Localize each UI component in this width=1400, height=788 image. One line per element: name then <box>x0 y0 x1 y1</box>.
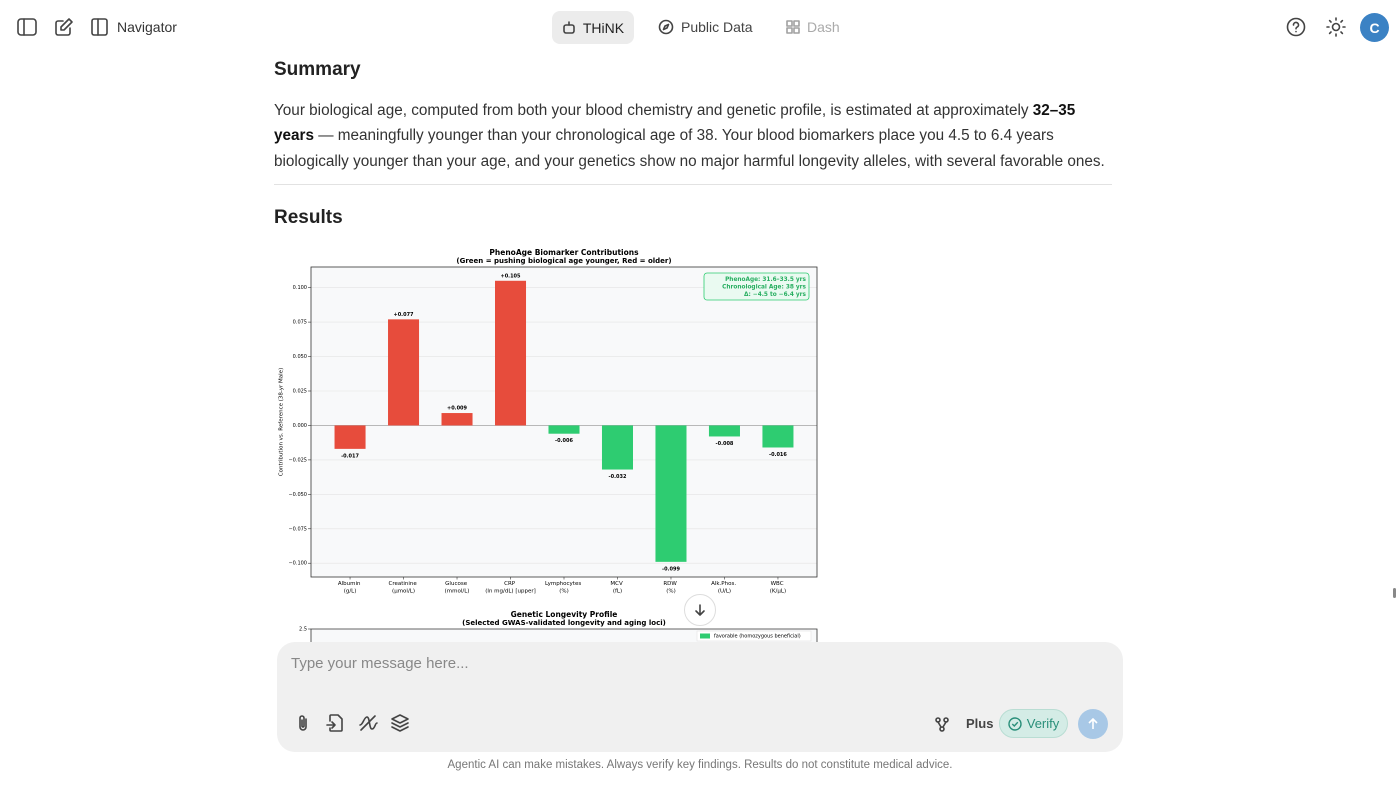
y-tick-label: −0.025 <box>288 457 307 463</box>
annotation-box: PhenoAge: 31.6–33.5 yrs Chronological Age… <box>703 272 810 301</box>
x-tick-label: Albumin (g/L) <box>338 581 362 595</box>
y-tick-label: −0.100 <box>288 561 307 567</box>
value-label: -0.008 <box>716 441 734 447</box>
avatar-initial: C <box>1369 19 1380 36</box>
y-tick-label: −0.050 <box>288 492 307 498</box>
bar <box>655 425 687 562</box>
y-tick-label: −0.075 <box>288 526 307 532</box>
chart-title: Genetic Longevity Profile <box>511 610 618 619</box>
conversation: Summary Your biological age, computed fr… <box>0 54 1390 642</box>
legend-frame <box>696 630 812 642</box>
value-label: -0.032 <box>609 474 627 480</box>
bar <box>334 425 366 449</box>
bar <box>601 425 634 470</box>
model-button[interactable] <box>934 716 950 732</box>
x-tick-label: RDW (%) <box>663 581 678 595</box>
legend: favorable (homozygous beneficial) <box>696 630 812 642</box>
scrollbar-thumb[interactable] <box>1393 588 1396 598</box>
value-label: +0.105 <box>501 273 522 279</box>
plot-area <box>311 629 817 642</box>
theme-toggle[interactable] <box>1326 17 1346 37</box>
help-button[interactable] <box>1286 17 1306 37</box>
plus-label[interactable]: Plus <box>966 716 994 731</box>
bar <box>708 425 740 437</box>
verify-label: Verify <box>1026 716 1060 731</box>
y-tick-label: 0.025 <box>293 389 307 395</box>
bar <box>441 413 473 426</box>
summary-heading: Summary <box>274 59 361 80</box>
value-label: -0.006 <box>555 438 573 444</box>
x-tick-label: Creatinine (µmol/L) <box>389 581 419 595</box>
import-button[interactable] <box>325 713 345 733</box>
avatar[interactable]: C <box>1360 13 1389 42</box>
y-tick-label: 0.000 <box>293 423 307 429</box>
y-axis-label: Contribution vs. Reference (38-yr Male) <box>279 368 285 476</box>
bar <box>388 319 420 426</box>
new-chat[interactable] <box>54 17 74 37</box>
results-heading: Results <box>274 207 343 228</box>
x-tick-label: Lymphocytes (%) <box>545 581 583 595</box>
y-tick-label: 0.100 <box>293 285 307 291</box>
tab-think[interactable]: THiNK <box>552 11 634 44</box>
annotation-text: Chronological Age: 38 yrs <box>722 285 806 291</box>
tab-dash[interactable]: Dash <box>786 16 840 38</box>
legend-swatch <box>700 633 710 639</box>
x-tick-label: WBC (K/µL) <box>770 581 786 595</box>
bar <box>762 425 794 448</box>
disclaimer: Agentic AI can make mistakes. Always ver… <box>447 759 953 771</box>
tab-label: THiNK <box>582 19 625 36</box>
tab-public-data[interactable]: Public Data <box>658 16 753 38</box>
y-tick-label: 0.075 <box>293 320 307 326</box>
y-tick-label: 2.5 <box>299 627 307 633</box>
summary-text: Your biological age, computed from both … <box>274 98 1114 174</box>
sidebar-toggle[interactable] <box>17 17 37 37</box>
annotation-frame <box>703 272 810 301</box>
composer: Type your message here... Plus Verify <box>277 642 1123 752</box>
legend-label: favorable (homozygous beneficial) <box>714 634 801 640</box>
navigator-button[interactable]: Navigator <box>91 16 177 38</box>
plot-frame <box>310 266 818 578</box>
text-segment: Your biological age, computed from both … <box>274 102 1033 119</box>
x-tick-label: Glucose (mmol/L) <box>445 581 470 595</box>
navigator-label: Navigator <box>117 19 177 35</box>
value-label: -0.099 <box>662 566 680 572</box>
result-figures: PhenoAge Biomarker Contributions(Green =… <box>274 246 820 642</box>
annotation-text: Δ: −4.5 to −6.4 yrs <box>744 292 807 298</box>
chart-title: PhenoAge Biomarker Contributions <box>489 248 639 257</box>
tab-label: Public Data <box>681 19 753 35</box>
y-tick-label: 0.050 <box>293 354 307 360</box>
chart-subtitle: (Green = pushing biological age younger,… <box>456 257 671 265</box>
message-input[interactable]: Type your message here... <box>291 655 469 672</box>
scroll-down-button[interactable] <box>684 594 716 626</box>
bar <box>548 425 580 434</box>
send-button[interactable] <box>1078 709 1108 739</box>
tab-label: Dash <box>807 19 840 35</box>
text-emphasis: 32–35 years <box>274 102 1076 145</box>
layers-button[interactable] <box>390 713 410 733</box>
value-label: -0.016 <box>769 452 787 458</box>
chart-subtitle: (Selected GWAS-validated longevity and a… <box>462 619 666 627</box>
value-label: +0.077 <box>394 312 415 318</box>
annotation-text: PhenoAge: 31.6–33.5 yrs <box>725 277 806 283</box>
text-segment: — meaningfully younger than your chronol… <box>274 127 1105 170</box>
verify-toggle[interactable]: Verify <box>999 709 1068 738</box>
x-tick-label: MCV (fL) <box>610 581 624 595</box>
x-tick-label: CRP (ln mg/dL) [upper] <box>485 581 535 595</box>
value-label: +0.009 <box>447 406 468 412</box>
plot-area <box>311 267 817 577</box>
divider <box>274 184 1112 185</box>
attach-button[interactable] <box>293 713 313 733</box>
plot-frame <box>310 628 818 642</box>
x-tick-label: Alk.Phos. (U/L) <box>711 581 738 595</box>
tools-button[interactable] <box>358 713 378 733</box>
value-label: -0.017 <box>341 453 359 459</box>
bar <box>494 280 527 426</box>
